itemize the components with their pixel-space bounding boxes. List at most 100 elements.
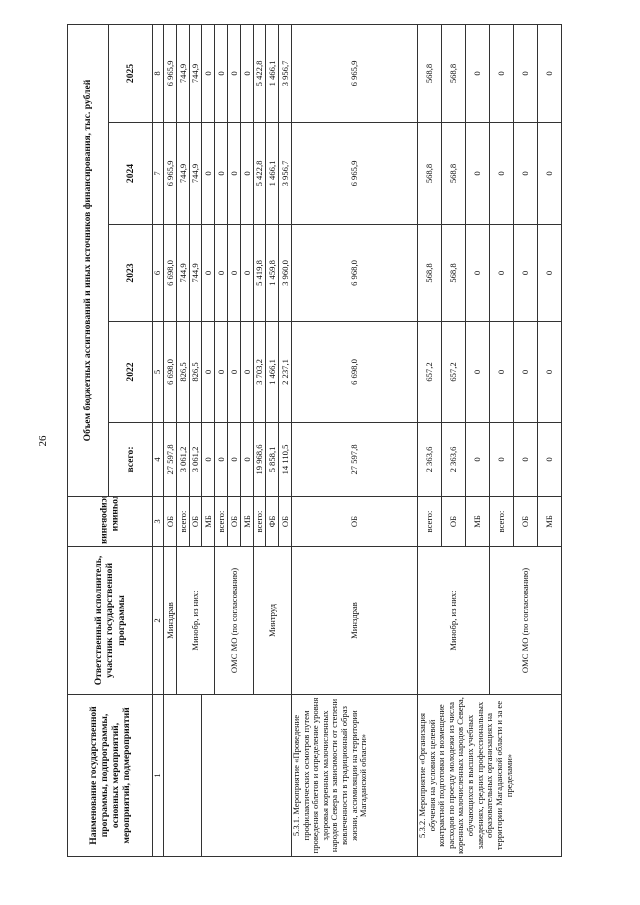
year-value-cell: 657,2: [417, 321, 442, 423]
total-value-cell: 27 597,8: [291, 422, 418, 497]
year-value-cell: 3 703,2: [253, 321, 266, 423]
year-value-cell: 568,8: [441, 224, 466, 322]
total-value-cell: 2 363,6: [417, 422, 442, 497]
header-volume: Объем бюджетных ассигнований и иных исто…: [67, 24, 109, 497]
funding-source-cell: ФБ: [265, 496, 279, 547]
year-value-cell: 2 237,1: [278, 321, 292, 423]
executor-cell: ОМС МО (по согласованию): [214, 546, 254, 695]
year-value-cell: 744,9: [189, 224, 202, 322]
header-source: Источники финансирования: [67, 496, 153, 547]
year-value-cell: 5 422,8: [253, 122, 266, 225]
year-value-cell: 1 466,1: [265, 321, 279, 423]
year-value-cell: 568,8: [417, 122, 442, 225]
total-value-cell: 2 363,6: [441, 422, 466, 497]
year-value-cell: 568,8: [417, 224, 442, 322]
year-value-cell: 0: [513, 224, 538, 322]
rotated-page: 2 6 Наименование государственной программ…: [37, 24, 562, 857]
activity-name-cell: 5.3.1. Мероприятие «Проведение профилакт…: [291, 694, 418, 857]
funding-source-cell: всего:: [417, 496, 442, 547]
header-year: 2023: [108, 224, 153, 322]
column-number: 4: [152, 422, 164, 497]
funding-source-cell: МБ: [537, 496, 562, 547]
year-value-cell: 1 466,1: [265, 122, 279, 225]
funding-source-cell: МБ: [201, 496, 215, 547]
year-value-cell: 826,5: [189, 321, 202, 423]
activity-name-cell: [163, 694, 202, 857]
year-value-cell: 0: [227, 122, 241, 225]
year-value-cell: 744,9: [176, 122, 190, 225]
year-value-cell: 0: [227, 24, 241, 123]
funding-source-cell: МБ: [240, 496, 254, 547]
year-value-cell: 0: [465, 224, 490, 322]
year-value-cell: 826,5: [176, 321, 190, 423]
table-row: Минздрав ОБ 27 597,8 6 698,0 6 698,0 6 965,9 6…: [163, 24, 202, 857]
year-value-cell: 0: [227, 321, 241, 423]
year-value-cell: 1 466,1: [265, 24, 279, 123]
year-value-cell: 0: [214, 321, 228, 423]
year-value-cell: 0: [465, 321, 490, 423]
total-value-cell: 19 968,6: [253, 422, 266, 497]
header-executor: Ответственный исполнитель, участник госу…: [67, 546, 153, 695]
total-value-cell: 3 061,2: [189, 422, 202, 497]
funding-source-cell: ОБ: [163, 496, 177, 547]
header-source-text: Источники финансирования: [99, 496, 122, 545]
year-value-cell: 6 965,9: [291, 122, 418, 225]
year-value-cell: 0: [240, 24, 254, 123]
year-value-cell: 6 965,9: [291, 24, 418, 123]
year-value-cell: 0: [465, 24, 490, 123]
funding-source-cell: всего:: [214, 496, 228, 547]
year-value-cell: 5 422,8: [253, 24, 266, 123]
total-value-cell: 0: [201, 422, 215, 497]
header-year: 2025: [108, 24, 153, 123]
year-value-cell: 0: [537, 321, 562, 423]
column-number: 8: [152, 24, 164, 123]
funding-source-cell: ОБ: [278, 496, 292, 547]
year-value-cell: 0: [201, 24, 215, 123]
header-total: всего:: [108, 422, 153, 497]
funding-source-cell: МБ: [465, 496, 490, 547]
total-value-cell: 27 597,8: [163, 422, 177, 497]
year-value-cell: 3 956,7: [278, 122, 292, 225]
year-value-cell: 744,9: [189, 24, 202, 123]
total-value-cell: 0: [465, 422, 490, 497]
column-number: 2: [152, 546, 164, 695]
year-value-cell: 6 698,0: [163, 321, 177, 423]
year-value-cell: 1 459,8: [265, 224, 279, 322]
column-number: 3: [152, 496, 164, 547]
executor-cell: Минздрав: [291, 546, 418, 695]
year-value-cell: 6 698,0: [291, 321, 418, 423]
header-name: Наименование государственной программы, …: [67, 694, 153, 857]
funding-source-cell: ОБ: [227, 496, 241, 547]
year-value-cell: 0: [465, 122, 490, 225]
column-number-row: 1 2 3 4 5 6 7 8: [152, 24, 164, 857]
header-year: 2022: [108, 321, 153, 423]
year-value-cell: 0: [537, 224, 562, 322]
year-value-cell: 0: [201, 321, 215, 423]
column-number: 7: [152, 122, 164, 225]
table-row: 5.3.1. Мероприятие «Проведение профилакт…: [291, 24, 418, 857]
total-value-cell: 0: [489, 422, 514, 497]
total-value-cell: 5 858,1: [265, 422, 279, 497]
executor-cell: Минтруд: [253, 546, 292, 695]
year-value-cell: 0: [513, 24, 538, 123]
year-value-cell: 6 965,9: [163, 122, 177, 225]
year-value-cell: 568,8: [417, 24, 442, 123]
year-value-cell: 0: [214, 24, 228, 123]
year-value-cell: 0: [214, 122, 228, 225]
year-value-cell: 6 968,0: [291, 224, 418, 322]
column-number: 6: [152, 224, 164, 322]
activity-name-cell: 5.3.2. Мероприятие «Организация обучения…: [417, 694, 562, 857]
year-value-cell: 0: [489, 321, 514, 423]
year-value-cell: 568,8: [441, 24, 466, 123]
financing-table: Наименование государственной программы, …: [67, 24, 562, 857]
total-value-cell: 0: [214, 422, 228, 497]
year-value-cell: 0: [201, 122, 215, 225]
total-value-cell: 3 061,2: [176, 422, 190, 497]
activity-name-cell: [201, 694, 292, 857]
funding-source-cell: ОБ: [513, 496, 538, 547]
funding-source-cell: ОБ: [441, 496, 466, 547]
total-value-cell: 0: [537, 422, 562, 497]
year-value-cell: 0: [240, 224, 254, 322]
funding-source-cell: ОБ: [291, 496, 418, 547]
year-value-cell: 6 698,0: [163, 224, 177, 322]
